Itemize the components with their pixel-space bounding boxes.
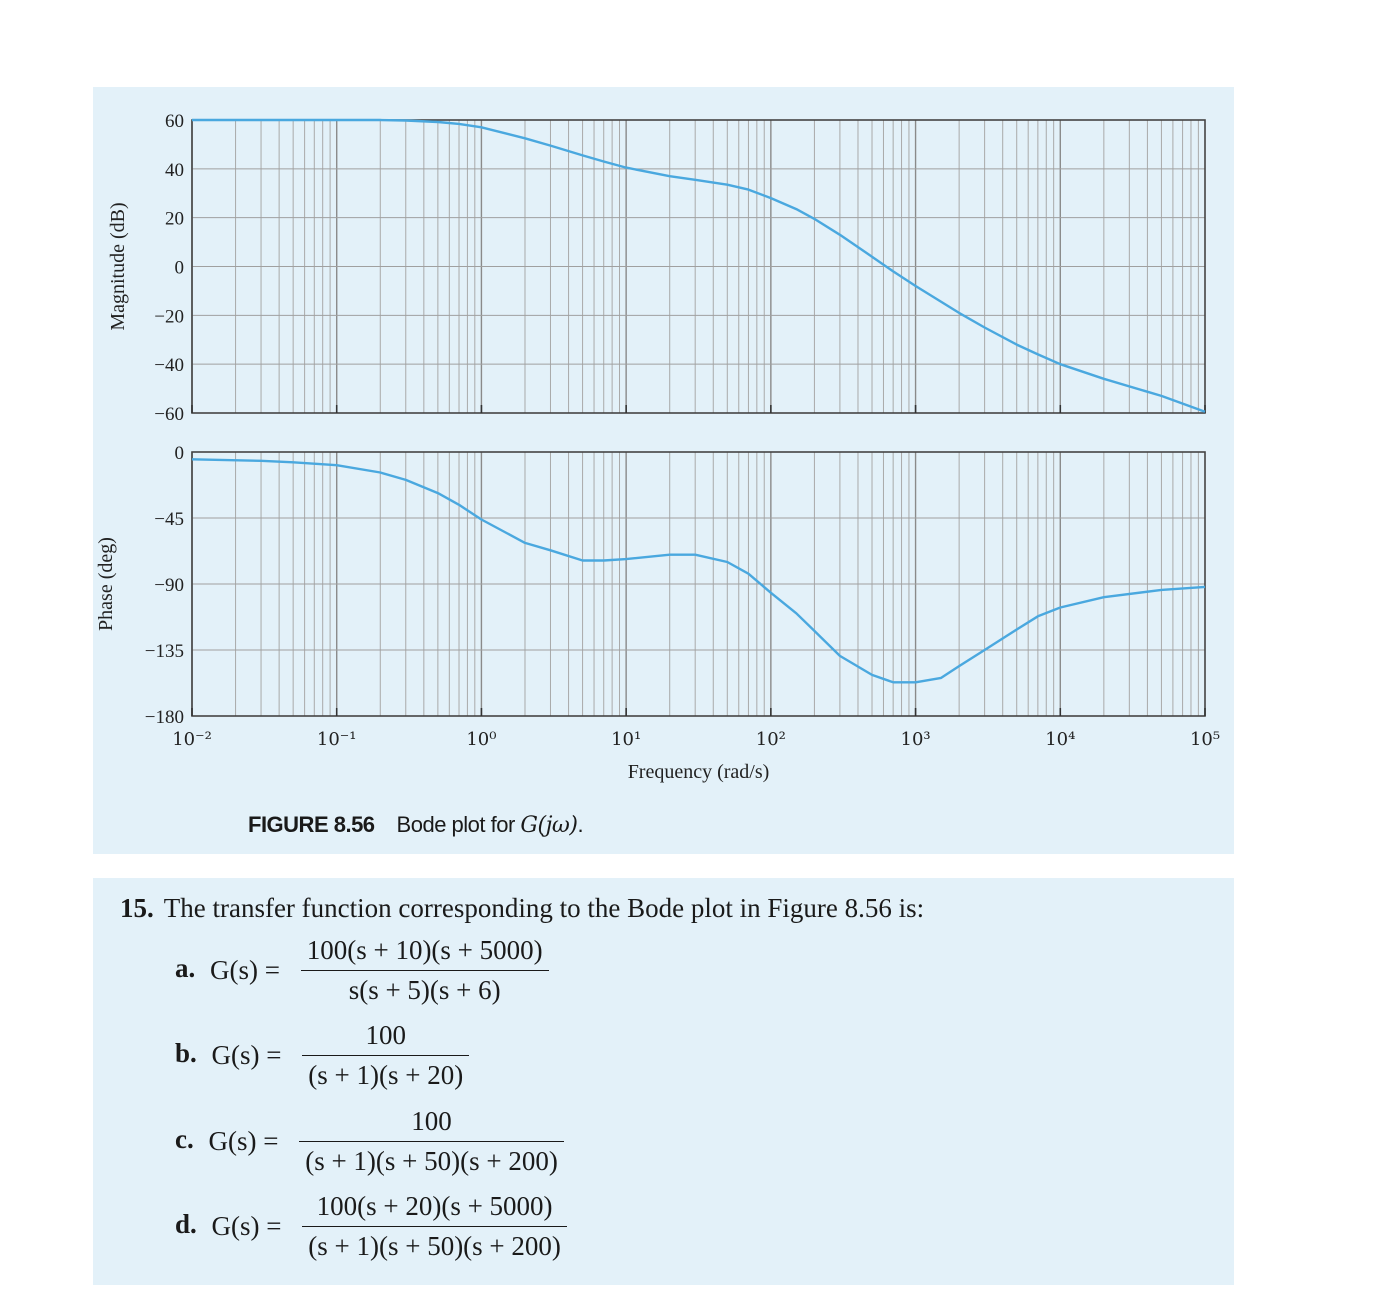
option-numerator: 100(s + 10)(s + 5000): [306, 935, 543, 965]
y-tick-label: 40: [165, 160, 184, 181]
option-label: d.: [175, 1208, 197, 1239]
y-tick-label: 60: [165, 111, 184, 132]
x-tick-label: 10³: [901, 729, 931, 750]
caption-text-suffix: .: [577, 812, 584, 837]
x-tick-label: 10¹: [611, 729, 641, 750]
plot-frame: [191, 451, 1206, 717]
x-tick-label: 10⁻²: [172, 729, 212, 750]
option-lhs: G(s) =: [210, 955, 280, 985]
y-tick-label: 0: [175, 258, 185, 279]
x-tick-label: 10⁴: [1045, 729, 1075, 750]
figure-caption: FIGURE 8.56 Bode plot for G(jω).: [248, 812, 584, 838]
question-text: 15. The transfer function corresponding t…: [120, 893, 924, 924]
y-axis-label: Phase (deg): [95, 537, 117, 631]
y-tick-label: 20: [165, 209, 184, 230]
option-label: a.: [175, 952, 196, 983]
x-tick-label: 10²: [756, 729, 786, 750]
x-tick-label: 10⁰: [466, 729, 496, 750]
option-denominator: (s + 1)(s + 50)(s + 200): [302, 1226, 567, 1262]
magnitude-line: [192, 118, 1206, 413]
x-tick-label: 10⁵: [1190, 729, 1220, 750]
option-numerator: 100: [411, 1106, 452, 1136]
option-fraction: 100 (s + 1)(s + 20): [302, 1020, 470, 1091]
option-denominator: (s + 1)(s + 50)(s + 200): [299, 1141, 564, 1177]
question-panel: [93, 878, 1234, 1285]
phase-line: [191, 458, 1206, 684]
y-tick-label: −45: [154, 509, 184, 530]
option-lhs: G(s) =: [211, 1040, 282, 1070]
y-tick-label: −180: [145, 707, 184, 728]
caption-math: G(jω): [520, 813, 578, 838]
option-lhs: G(s) =: [208, 1126, 279, 1156]
y-tick-label: −20: [154, 306, 184, 327]
option-label: b.: [175, 1037, 197, 1068]
option-d[interactable]: d. G(s) = 100(s + 20)(s + 5000) (s + 1)(…: [175, 1191, 567, 1262]
y-tick-label: −135: [145, 641, 184, 662]
question-prompt: The transfer function corresponding to t…: [163, 893, 925, 923]
option-fraction: 100(s + 10)(s + 5000) s(s + 5)(s + 6): [300, 935, 549, 1006]
option-b[interactable]: b. G(s) = 100 (s + 1)(s + 20): [175, 1020, 470, 1091]
option-label: c.: [175, 1123, 194, 1154]
plot-frame: [191, 119, 1206, 414]
caption-label: FIGURE 8.56: [248, 812, 375, 837]
caption-text-prefix: Bode plot for: [396, 812, 521, 837]
y-tick-label: 0: [175, 443, 185, 464]
question-number: 15.: [120, 893, 154, 923]
x-axis-label: Frequency (rad/s): [628, 761, 770, 783]
option-a[interactable]: a. G(s) = 100(s + 10)(s + 5000) s(s + 5)…: [175, 935, 549, 1006]
option-fraction: 100(s + 20)(s + 5000) (s + 1)(s + 50)(s …: [302, 1191, 567, 1262]
option-c[interactable]: c. G(s) = 100 (s + 1)(s + 50)(s + 200): [175, 1106, 564, 1177]
option-numerator: 100(s + 20)(s + 5000): [316, 1191, 553, 1221]
option-denominator: s(s + 5)(s + 6): [300, 970, 549, 1006]
option-lhs: G(s) =: [211, 1211, 282, 1241]
option-denominator: (s + 1)(s + 20): [302, 1055, 470, 1091]
option-numerator: 100: [365, 1020, 406, 1050]
x-tick-label: 10⁻¹: [317, 729, 357, 750]
bode-plot: 60 40 20 0 −20 −40 −60 Magnitude (dB) 0 −45 −90 −13…: [95, 111, 1220, 783]
y-tick-label: −40: [154, 355, 184, 376]
y-tick-label: −60: [154, 404, 184, 425]
y-tick-label: −90: [154, 575, 184, 596]
option-fraction: 100 (s + 1)(s + 50)(s + 200): [299, 1106, 564, 1177]
y-axis-label: Magnitude (dB): [107, 202, 129, 330]
